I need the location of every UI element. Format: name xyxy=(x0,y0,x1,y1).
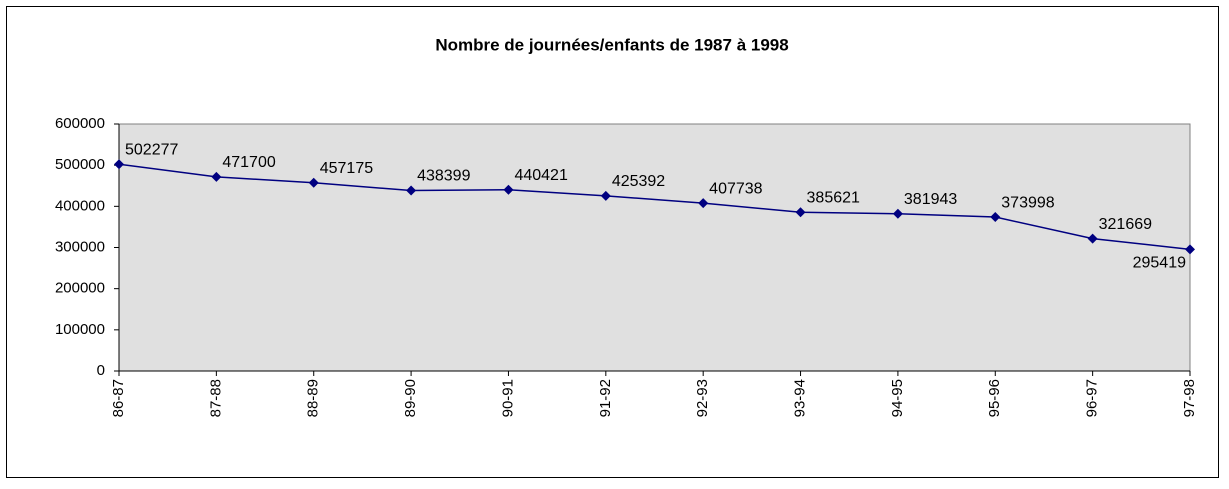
y-tick-label: 200000 xyxy=(55,280,105,297)
data-label: 385621 xyxy=(807,189,860,206)
data-marker xyxy=(114,159,124,170)
x-tick-label: 94-95 xyxy=(889,379,906,417)
y-tick-label: 500000 xyxy=(55,156,105,173)
data-label: 457175 xyxy=(320,160,373,177)
data-marker xyxy=(406,185,417,196)
data-marker xyxy=(990,212,1001,223)
y-tick-label: 300000 xyxy=(55,238,105,255)
data-label: 471700 xyxy=(222,154,275,171)
x-tick-label: 88-89 xyxy=(305,379,322,417)
data-marker xyxy=(698,198,709,209)
x-tick-label: 92-93 xyxy=(694,379,711,417)
x-tick-label: 96-97 xyxy=(1084,379,1101,417)
y-tick-label: 0 xyxy=(97,362,105,379)
x-tick-label: 95-96 xyxy=(986,379,1003,417)
data-line xyxy=(118,163,1191,251)
x-tick-label: 89-90 xyxy=(402,379,419,417)
data-marker xyxy=(1185,244,1195,255)
x-tick-label: 86-87 xyxy=(110,379,127,417)
data-label: 425392 xyxy=(612,173,665,190)
data-label: 321669 xyxy=(1099,216,1152,233)
data-marker xyxy=(892,208,903,219)
x-tick-label: 97-98 xyxy=(1181,379,1198,417)
chart-title: Nombre de journées/enfants de 1987 à 199… xyxy=(435,35,788,54)
data-label: 295419 xyxy=(1133,255,1186,272)
data-marker xyxy=(211,171,222,182)
x-tick-label: 91-92 xyxy=(597,379,614,417)
plot-area xyxy=(118,123,1191,372)
data-marker xyxy=(308,177,319,188)
y-tick-label: 100000 xyxy=(55,321,105,338)
data-label: 407738 xyxy=(709,180,762,197)
data-marker xyxy=(795,207,806,218)
data-marker xyxy=(600,190,611,201)
x-tick-label: 90-91 xyxy=(499,379,516,417)
x-tick-label: 87-88 xyxy=(207,379,224,417)
data-label: 381943 xyxy=(904,191,957,208)
data-label: 502277 xyxy=(125,141,178,158)
y-tick-label: 600000 xyxy=(55,115,105,132)
data-label: 438399 xyxy=(417,168,470,185)
y-tick-label: 400000 xyxy=(55,197,105,214)
data-marker xyxy=(1087,233,1098,244)
data-marker xyxy=(503,184,514,195)
data-label: 440421 xyxy=(514,167,567,184)
x-tick-label: 93-94 xyxy=(792,379,809,417)
data-label: 373998 xyxy=(1001,194,1054,211)
